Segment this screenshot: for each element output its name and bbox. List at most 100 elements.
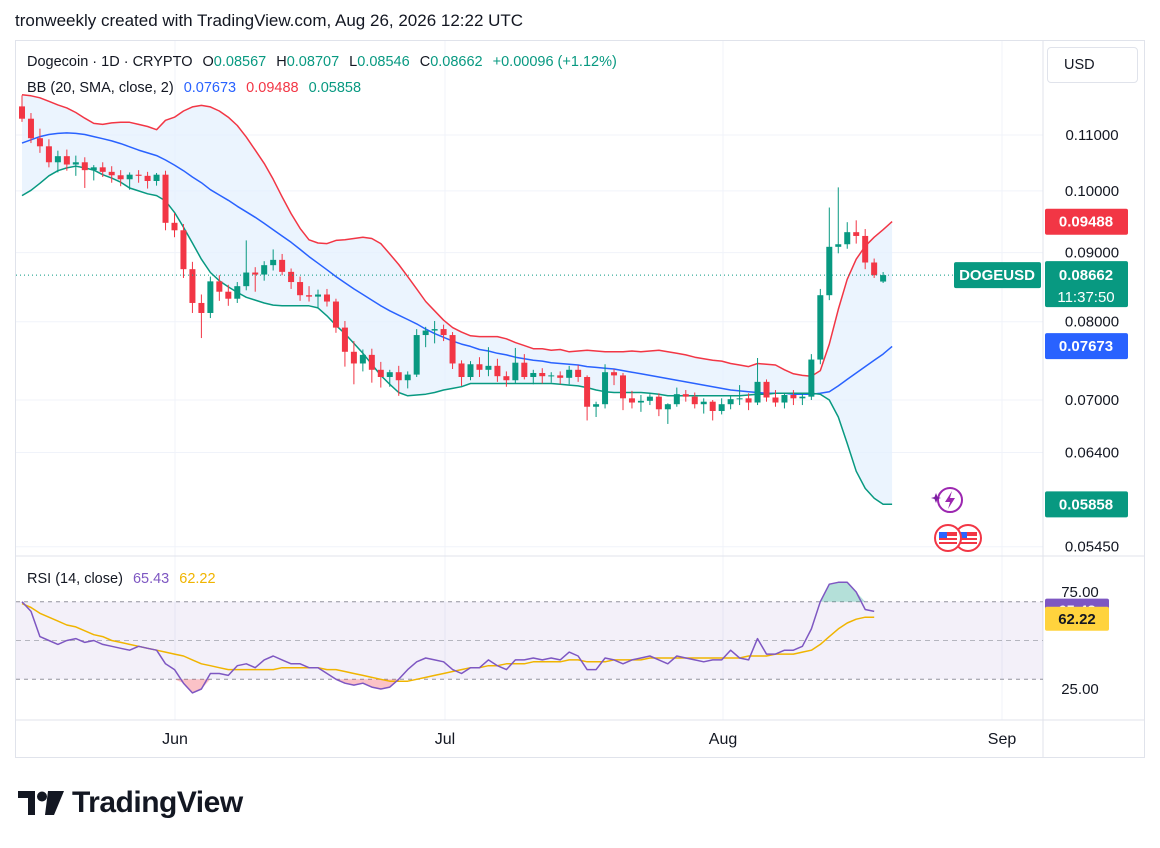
candle-body[interactable] [36,138,43,147]
candle-body[interactable] [323,294,330,302]
candle-body[interactable] [476,364,483,370]
candle-body[interactable] [862,235,869,263]
candle-body[interactable] [449,335,456,364]
candle-body[interactable] [503,376,510,381]
candle-body[interactable] [826,246,833,296]
bb-label[interactable]: BB (20, SMA, close, 2) [27,80,174,96]
candle-body[interactable] [216,281,223,292]
candle-body[interactable] [386,372,393,378]
candle-body[interactable] [458,363,465,378]
candle-body[interactable] [673,394,680,405]
candle-body[interactable] [682,394,689,397]
candle-body[interactable] [781,394,788,403]
candle-body[interactable] [198,302,205,313]
candle-body[interactable] [27,118,34,139]
candle-body[interactable] [593,404,600,407]
candle-body[interactable] [727,399,734,405]
candle-body[interactable] [844,232,851,245]
candle-body[interactable] [619,375,626,399]
candle-body[interactable] [252,272,259,275]
candle-body[interactable] [611,372,618,376]
candle-body[interactable] [72,162,79,165]
candle-body[interactable] [718,404,725,411]
candle-body[interactable] [494,365,501,377]
candle-body[interactable] [530,372,537,378]
candle-body[interactable] [63,156,70,165]
candle-body[interactable] [709,401,716,411]
candle-body[interactable] [485,365,492,370]
candle-body[interactable] [736,398,743,400]
candle-body[interactable] [279,259,286,272]
candle-body[interactable] [135,174,142,176]
candle-body[interactable] [270,259,277,266]
candle-body[interactable] [512,362,519,381]
candle-body[interactable] [539,372,546,377]
candle-body[interactable] [395,372,402,381]
candle-body[interactable] [700,401,707,405]
candle-body[interactable] [368,354,375,370]
candle-body[interactable] [45,146,52,163]
candle-body[interactable] [880,275,887,282]
candle-body[interactable] [871,262,878,276]
candle-body[interactable] [404,374,411,381]
candle-body[interactable] [315,294,322,297]
candle-body[interactable] [350,351,357,364]
candle-body[interactable] [189,269,196,303]
candle-body[interactable] [261,265,268,275]
candle-body[interactable] [413,335,420,375]
candle-body[interactable] [655,396,662,410]
candle-body[interactable] [108,171,115,176]
candle-body[interactable] [144,175,151,181]
candle-body[interactable] [440,329,447,336]
candle-body[interactable] [171,222,178,231]
candle-body[interactable] [772,397,779,403]
candle-body[interactable] [126,174,133,180]
candle-body[interactable] [754,381,761,403]
candle-body[interactable] [790,394,797,399]
candle-body[interactable] [853,232,860,236]
candle-body[interactable] [799,396,806,399]
candle-body[interactable] [835,244,842,247]
candle-body[interactable] [637,400,644,403]
candle-body[interactable] [225,291,232,299]
candle-body[interactable] [431,329,438,331]
candle-body[interactable] [288,271,295,283]
candle-body[interactable] [808,359,815,397]
candle-body[interactable] [153,174,160,181]
symbol-title[interactable]: Dogecoin · 1D · CRYPTO [27,54,193,70]
candle-body[interactable] [359,354,366,364]
candle-body[interactable] [763,381,770,398]
candle-body[interactable] [467,364,474,378]
candle-body[interactable] [234,286,241,299]
candle-body[interactable] [548,375,555,377]
candle-body[interactable] [377,369,384,378]
candle-body[interactable] [306,295,313,297]
candle-body[interactable] [817,295,824,360]
candle-body[interactable] [99,167,106,172]
candle-body[interactable] [207,281,214,313]
candle-body[interactable] [566,369,573,378]
currency-button[interactable]: USD [1047,47,1138,83]
candle-body[interactable] [54,156,61,163]
candle-body[interactable] [691,396,698,405]
candle-body[interactable] [297,282,304,296]
rsi-label[interactable]: RSI (14, close) [27,571,123,587]
candle-body[interactable] [332,301,339,328]
candle-body[interactable] [745,398,752,403]
candle-body[interactable] [422,330,429,336]
candle-body[interactable] [664,404,671,410]
candle-body[interactable] [521,362,528,378]
candle-body[interactable] [584,377,591,407]
candle-body[interactable] [19,106,25,119]
candle-body[interactable] [341,327,348,352]
candle-body[interactable] [162,174,169,223]
candle-body[interactable] [243,272,250,287]
candle-body[interactable] [602,372,609,405]
candle-body[interactable] [117,175,124,180]
candle-body[interactable] [90,167,97,171]
candle-body[interactable] [557,375,564,378]
candle-body[interactable] [81,162,88,171]
candle-body[interactable] [180,230,187,270]
candle-body[interactable] [646,396,653,401]
